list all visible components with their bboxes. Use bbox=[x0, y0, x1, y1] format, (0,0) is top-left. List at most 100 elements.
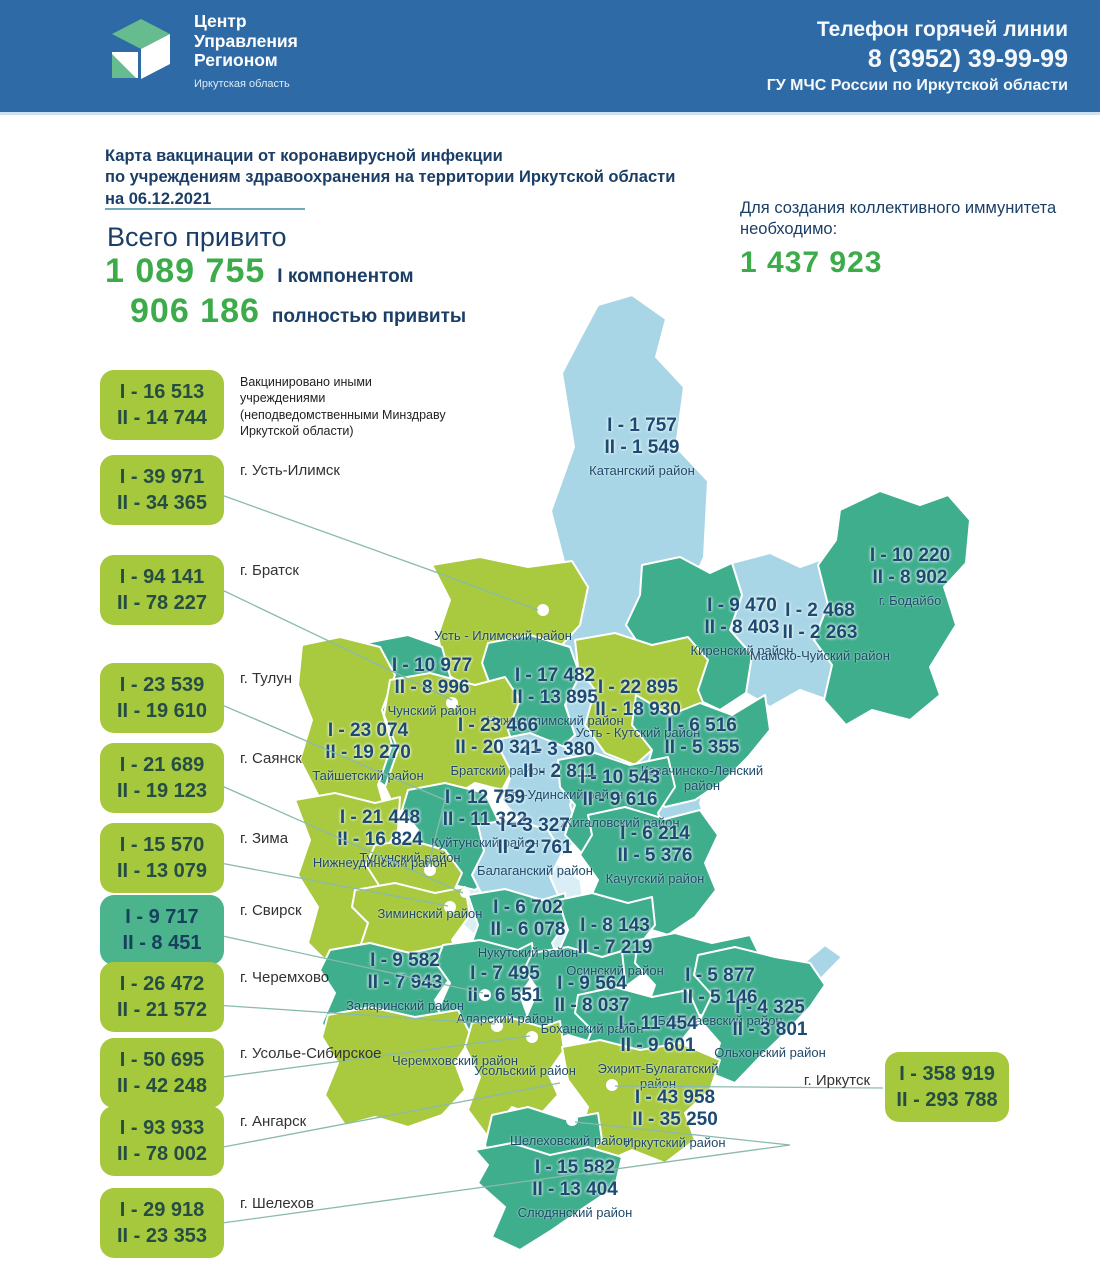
badge-label-bratsk: г. Братск bbox=[240, 562, 299, 579]
cube-logo-icon bbox=[104, 12, 178, 91]
badge-label-usolye-sibirskoye: г. Усолье-Сибирское bbox=[240, 1045, 382, 1062]
city-dot-shelekhov bbox=[566, 1114, 578, 1126]
region-values: I - 12 759 II - 11 322 bbox=[442, 787, 528, 831]
region-values: I - 43 958 II - 35 250 bbox=[632, 1087, 718, 1131]
region-name: Усольский район bbox=[474, 1063, 576, 1078]
region-values: I - 5 877 II - 5 146 bbox=[682, 965, 758, 1009]
page-title: Карта вакцинации от коронавирусной инфек… bbox=[105, 146, 675, 210]
badge-value-2: II - 78 227 bbox=[116, 592, 208, 614]
region-name: Иркутский район bbox=[624, 1134, 726, 1150]
region-values: I - 6 702 II - 6 078 bbox=[490, 897, 566, 941]
map-label-kachugsky: I - 6 214 II - 5 376 Качугский район bbox=[606, 823, 705, 886]
herd-value: 1 437 923 bbox=[740, 245, 883, 279]
region-name: Слюдянский район bbox=[517, 1204, 633, 1220]
map-label-ziminsky: Зиминский район bbox=[378, 903, 483, 921]
region-values: I - 10 977 II - 8 996 bbox=[391, 655, 473, 699]
badge-value-1: I - 21 689 bbox=[119, 754, 205, 776]
total-first-label: I компонентом bbox=[277, 266, 414, 287]
region-values: I - 9 582 II - 7 943 bbox=[367, 950, 443, 994]
badge-value-2: II - 23 353 bbox=[116, 1225, 208, 1247]
badge-usolye-sibirskoye: I - 50 695 II - 42 248 г. Усолье-Сибирское bbox=[100, 1038, 382, 1108]
hotline-title: Телефон горячей линии bbox=[816, 18, 1068, 41]
badge-value-1: I - 23 539 bbox=[119, 674, 205, 696]
badge-box-shelekhov: I - 29 918 II - 23 353 bbox=[100, 1188, 224, 1258]
hotline-phone: 8 (3952) 39-99-99 bbox=[867, 45, 1068, 73]
badge-label-sayansk: г. Саянск bbox=[240, 750, 302, 767]
badge-value-2: II - 42 248 bbox=[116, 1075, 208, 1097]
map-label-taishetsky: I - 23 074 II - 19 270 Тайшетский район bbox=[312, 720, 423, 783]
map-label-nizhneilimsky: I - 17 482 II - 13 895 Нижнеилимский район bbox=[486, 665, 623, 728]
region-name: Тайшетский район bbox=[312, 767, 424, 783]
region-values: I - 3 327 II - 2 761 bbox=[497, 815, 573, 859]
badge-angarsk: I - 93 933 II - 78 002 г. Ангарск bbox=[100, 1106, 306, 1176]
map-label-shelekhovsky: Шелеховский район bbox=[510, 1130, 630, 1148]
hotline-block: Телефон горячей линии 8 (3952) 39-99-99 … bbox=[767, 18, 1068, 95]
hotline-org: ГУ МЧС России по Иркутской области bbox=[766, 77, 1068, 94]
badge-value-1: I - 26 472 bbox=[119, 973, 205, 995]
header: Центр Управления Регионом Иркутская обла… bbox=[0, 0, 1100, 112]
region-name: Зиминский район bbox=[377, 906, 483, 921]
region-name: г. Бодайбо bbox=[878, 592, 942, 608]
map-label-ekhirit: I - 11 454 II - 9 601 Эхирит-Булагатский р… bbox=[583, 1013, 733, 1091]
region-name: Шелеховский район bbox=[509, 1133, 631, 1148]
badge-box-svirsk: I - 9 717 II - 8 451 bbox=[100, 895, 224, 965]
region-name: Казачинско-Ленский район bbox=[640, 762, 764, 794]
region-values: I - 10 220 II - 8 902 bbox=[869, 545, 951, 589]
region-values: I - 3 380 II - 2 811 bbox=[523, 739, 597, 783]
badge-box-angarsk: I - 93 933 II - 78 002 bbox=[100, 1106, 224, 1176]
region-name: Качугский район bbox=[605, 870, 705, 886]
badge-other: I - 16 513 II - 14 744 Вакцинировано иными… bbox=[100, 370, 450, 440]
region-values: I - 17 482 II - 13 895 bbox=[512, 665, 598, 709]
map-label-irkutsky: I - 43 958 II - 35 250 Иркутский район bbox=[624, 1087, 725, 1150]
map-label-balagansky: I - 3 327 II - 2 761 Балаганский район bbox=[477, 815, 593, 878]
region-name: Киренский район bbox=[690, 642, 794, 658]
map-label-bratsky: I - 23 466 II - 20 321 Братский район bbox=[451, 715, 546, 778]
badge-box-ust-ilimsk: I - 39 971 II - 34 365 bbox=[100, 455, 224, 525]
badge-label-zima: г. Зима bbox=[240, 830, 289, 847]
badge-cheremkhovo: I - 26 472 II - 21 572 г. Черемхово bbox=[100, 962, 329, 1032]
total-first-value: 1 089 755 bbox=[105, 252, 266, 290]
header-separator bbox=[0, 112, 1100, 115]
region-values: I - 1 757 II - 1 549 bbox=[604, 415, 680, 459]
map-label-bokhansky: I - 9 564 II - 8 037 Боханский район bbox=[541, 973, 644, 1036]
herd-immunity-block: Для создания коллективного иммунитета не… bbox=[740, 198, 1090, 282]
total-first-component: 1 089 755 I компонентом bbox=[105, 252, 414, 291]
badge-ust-ilimsk: I - 39 971 II - 34 365 г. Усть-Илимск bbox=[100, 455, 340, 525]
badge-label-shelekhov: г. Шелехов bbox=[240, 1195, 314, 1212]
badge-label-svirsk: г. Свирск bbox=[240, 902, 302, 919]
region-values: I - 23 074 II - 19 270 bbox=[325, 720, 411, 764]
map-label-kazachinsko: I - 6 516 II - 5 355 Казачинско-Ленский ра… bbox=[627, 715, 777, 793]
logo-title: Центр Управления Регионом bbox=[194, 11, 298, 71]
badge-box-sayansk: I - 21 689 II - 19 123 bbox=[100, 743, 224, 813]
region-name: Нукутский район bbox=[477, 944, 579, 960]
city-dot-ust-ilimsk bbox=[537, 604, 549, 616]
badge-bratsk: I - 94 141 II - 78 227 г. Братск bbox=[100, 555, 299, 625]
region-name: Осинский район bbox=[566, 962, 664, 978]
region-values: I - 9 470 II - 8 403 bbox=[704, 595, 780, 639]
title-line1: Карта вакцинации от коронавирусной инфек… bbox=[105, 147, 503, 165]
badge-zima: I - 15 570 II - 13 079 г. Зима bbox=[100, 823, 288, 893]
badge-value-1: I - 93 933 bbox=[119, 1117, 205, 1139]
badge-value-2: II - 34 365 bbox=[116, 492, 208, 514]
region-name: Братский район bbox=[450, 762, 546, 778]
badge-box-usolye-sibirskoye: I - 50 695 II - 42 248 bbox=[100, 1038, 224, 1108]
herd-text-line2: необходимо: bbox=[740, 220, 838, 239]
badge-value-1: I - 29 918 bbox=[119, 1199, 205, 1221]
region-shape-bodaybo bbox=[813, 490, 971, 726]
map-label-ustkutsky: I - 22 895 II - 18 930 Усть - Кутский райо… bbox=[576, 677, 701, 740]
badge-value-2: II - 21 572 bbox=[116, 999, 208, 1021]
map-label-ustilimskyr: Усть - Илимский район bbox=[434, 625, 572, 643]
badge-value-1: I - 16 513 bbox=[119, 381, 205, 403]
total-fully-vaccinated: 906 186 полностью привиты bbox=[130, 292, 466, 331]
total-full-value: 906 186 bbox=[130, 292, 260, 330]
title-line3: на 06.12.2021 bbox=[105, 189, 212, 208]
region-name: Катангский район bbox=[589, 462, 695, 478]
region-values: I - 23 466 II - 20 321 bbox=[455, 715, 541, 759]
badge-value-2: II - 19 123 bbox=[116, 780, 208, 802]
region-name: Жигаловский район bbox=[560, 814, 680, 830]
badge-box-other: I - 16 513 II - 14 744 bbox=[100, 370, 224, 440]
region-name: Боханский район bbox=[540, 1020, 644, 1036]
region-name: Аларский район bbox=[456, 1010, 554, 1026]
region-values: I - 11 454 II - 9 601 bbox=[618, 1013, 698, 1057]
